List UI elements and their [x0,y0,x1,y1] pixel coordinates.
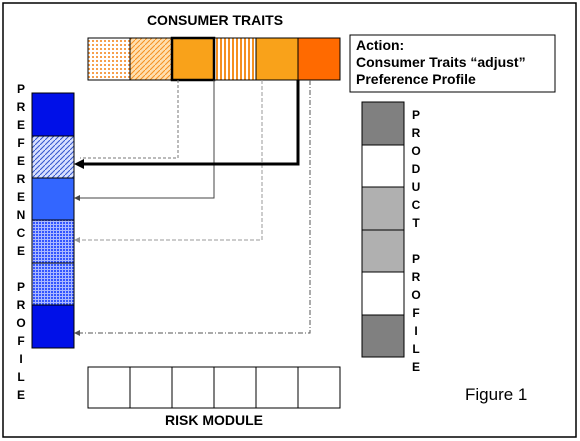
risk-box [255,366,299,409]
figure-label: Figure 1 [465,385,527,404]
product-box [361,229,405,273]
risk-box [129,366,173,409]
pref-box [31,262,75,306]
trait-box [255,37,299,81]
consumer-traits-boxes [87,36,341,82]
consumer-traits-title: CONSUMER TRAITS [147,12,283,28]
risk-box [87,366,131,409]
risk-module-label: RISK MODULE [165,412,263,428]
risk-boxes [87,366,341,409]
product-box [361,314,405,358]
risk-box [213,366,257,409]
product-box [361,101,405,146]
pref-box [31,219,75,264]
product-box [361,186,405,231]
product-box [361,144,405,188]
connectors [74,80,311,336]
arrow-head [74,195,80,201]
connector [78,80,311,334]
main-arrow [82,80,300,166]
trait-box [297,37,341,81]
trait-box-selected [170,36,216,82]
product-box [361,271,405,316]
pref-box [31,177,75,221]
preference-boxes [31,92,75,349]
trait-box [129,37,173,81]
action-line: Preference Profile [356,71,476,87]
arrow-head [74,330,80,336]
risk-box [171,366,215,409]
preference-profile-label: PREFERENCE PROFILE [14,82,28,406]
arrow-head [74,159,84,169]
trait-box [213,37,257,81]
action-box [349,34,556,93]
action-label: Action: [356,37,404,53]
product-boxes [361,101,405,358]
connector [80,80,179,159]
action-line: Consumer Traits “adjust” [356,54,526,70]
product-profile-label: PRODUCT PROFILE [409,108,423,378]
pref-box [31,304,75,349]
connector [78,80,263,241]
arrow-head [74,237,80,243]
pref-box [31,135,75,179]
risk-box [297,366,341,409]
connector [78,80,215,199]
pref-box [31,92,75,137]
trait-box [87,37,131,81]
